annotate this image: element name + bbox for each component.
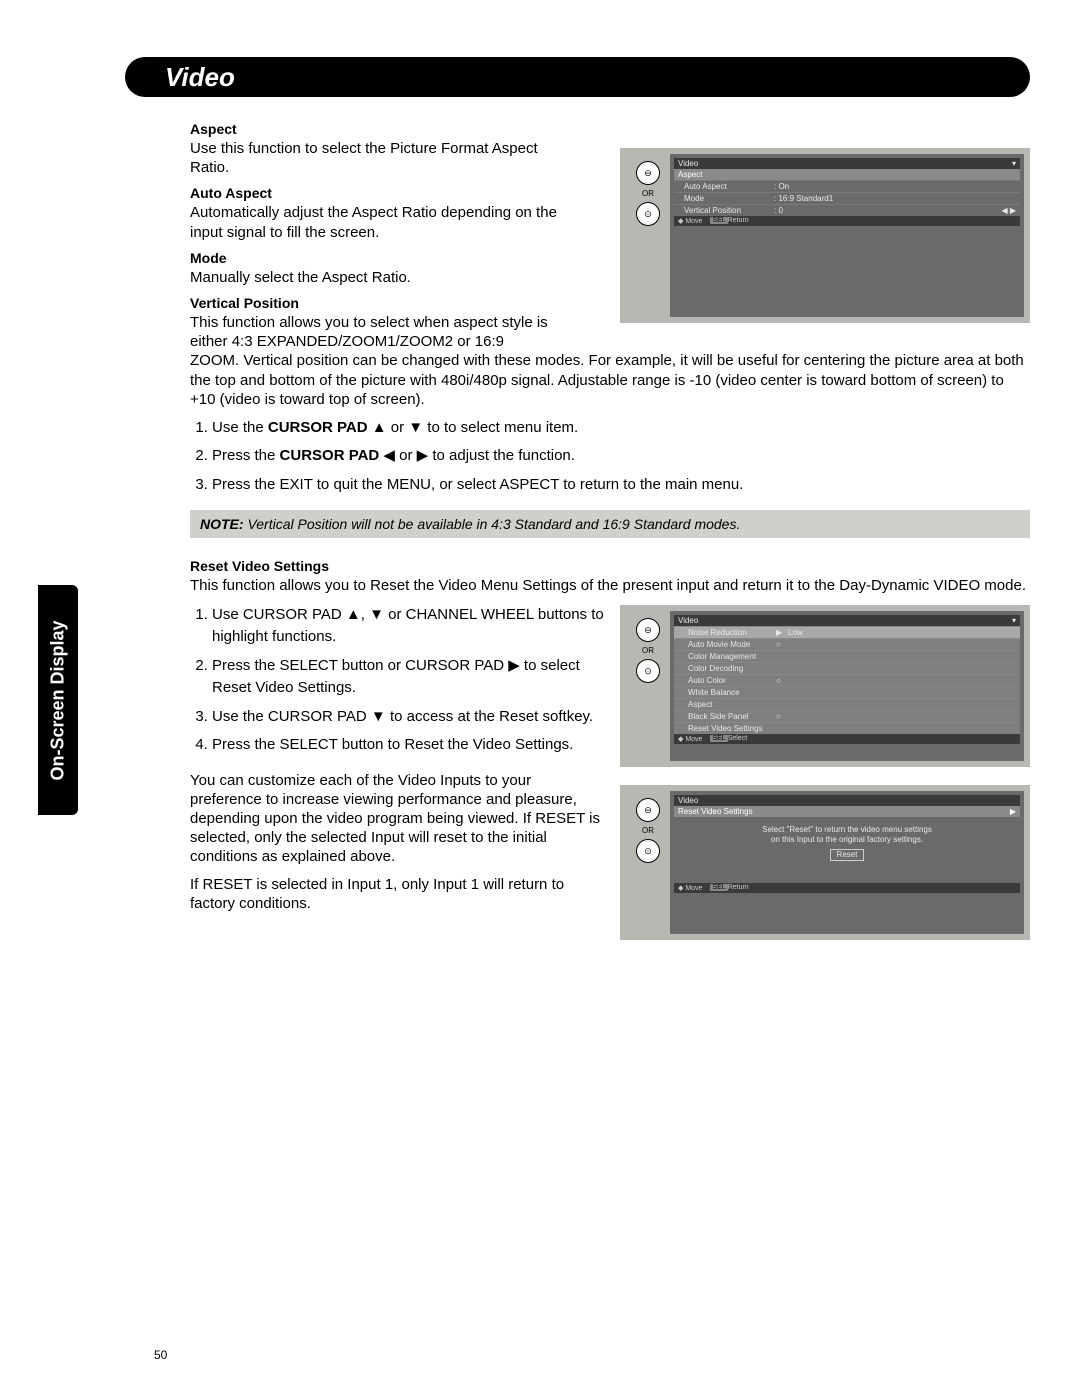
tv-menu: Video▾ Aspect Auto Aspect: On Mode: 16:9…	[670, 154, 1024, 317]
tv-menu: Video Reset Video Settings▶ Select "Rese…	[670, 791, 1024, 934]
menu-row: Reset Video Settings	[674, 722, 1020, 734]
body-reset-3: If RESET is selected in Input 1, only In…	[190, 875, 600, 913]
section-title: Video	[165, 62, 235, 93]
body-vp-1: This function allows you to select when …	[190, 313, 575, 351]
chapter-tab: On-Screen Display	[38, 585, 78, 815]
or-label: OR	[642, 646, 654, 655]
note-label: NOTE:	[200, 516, 244, 532]
note-bar: NOTE: Vertical Position will not be avai…	[190, 510, 1030, 538]
heading-aspect: Aspect	[190, 121, 1030, 137]
reset-step-1: Use CURSOR PAD ▲, ▼ or CHANNEL WHEEL but…	[212, 604, 607, 649]
body-reset-intro: This function allows you to Reset the Vi…	[190, 576, 1030, 595]
reset-step-4: Press the SELECT button to Reset the Vid…	[212, 734, 607, 757]
cursor-pad-icon: ⊙	[636, 202, 660, 226]
reset-softkey: Reset	[830, 849, 865, 861]
body-vp-2: ZOOM. Vertical position can be changed w…	[190, 351, 1030, 409]
manual-page: Video On-Screen Display Aspect Use this …	[0, 0, 1080, 1397]
steps-vertical-position: Use the CURSOR PAD ▲ or ▼ to to select m…	[212, 417, 1030, 497]
status-bar: ◆ Move SELReturn	[674, 883, 1020, 893]
reset-message: Select "Reset" to return the video menu …	[674, 817, 1020, 865]
or-label: OR	[642, 826, 654, 835]
osd-screenshot-reset: ⊖ OR ⊙ Video Reset Video Settings▶ Selec…	[620, 785, 1030, 940]
status-bar: ◆ Move SELSelect	[674, 734, 1020, 744]
chapter-tab-label: On-Screen Display	[48, 620, 69, 780]
wheel-icon: ⊖	[636, 618, 660, 642]
menu-row: Color Decoding	[674, 662, 1020, 674]
menu-title-row: Video▾	[674, 158, 1020, 169]
content-area: Aspect Use this function to select the P…	[190, 115, 1030, 921]
cursor-pad-icon: ⊙	[636, 659, 660, 683]
menu-row: Vertical Position: 0◀ ▶	[674, 204, 1020, 216]
body-auto-aspect: Automatically adjust the Aspect Ratio de…	[190, 203, 575, 241]
menu-title-row: Video▾	[674, 615, 1020, 626]
menu-row: Black Side Panel○	[674, 710, 1020, 722]
menu-title: Video	[678, 159, 698, 168]
tv-menu: Video▾ Noise Reduction▶Low Auto Movie Mo…	[670, 611, 1024, 761]
heading-reset: Reset Video Settings	[190, 558, 1030, 574]
or-label: OR	[642, 189, 654, 198]
remote-icons: ⊖ OR ⊙	[626, 791, 670, 934]
menu-row: Aspect	[674, 698, 1020, 710]
osd-screenshot-video-menu: ⊖ OR ⊙ Video▾ Noise Reduction▶Low Auto M…	[620, 605, 1030, 767]
section-header: Video	[125, 57, 1030, 97]
menu-row: Noise Reduction▶Low	[674, 626, 1020, 638]
reset-step-2: Press the SELECT button or CURSOR PAD ▶ …	[212, 655, 607, 700]
submenu-title: Aspect	[674, 169, 1020, 180]
menu-row: Auto Aspect: On	[674, 180, 1020, 192]
menu-row: Auto Color○	[674, 674, 1020, 686]
body-mode: Manually select the Aspect Ratio.	[190, 268, 575, 287]
menu-row: Color Management	[674, 650, 1020, 662]
step-2: Press the CURSOR PAD ◀ or ▶ to adjust th…	[212, 445, 1030, 468]
menu-row: White Balance	[674, 686, 1020, 698]
step-1: Use the CURSOR PAD ▲ or ▼ to to select m…	[212, 417, 1030, 440]
osd-screenshot-aspect: ⊖ OR ⊙ Video▾ Aspect Auto Aspect: On Mod…	[620, 148, 1030, 323]
menu-row: Mode: 16:9 Standard1	[674, 192, 1020, 204]
note-text: Vertical Position will not be available …	[244, 516, 741, 532]
status-bar: ◆ Move SELReturn	[674, 216, 1020, 226]
cursor-pad-icon: ⊙	[636, 839, 660, 863]
body-reset-2: You can customize each of the Video Inpu…	[190, 771, 600, 867]
remote-icons: ⊖ OR ⊙	[626, 611, 670, 761]
page-number: 50	[154, 1348, 167, 1362]
remote-icons: ⊖ OR ⊙	[626, 154, 670, 317]
step-3: Press the EXIT to quit the MENU, or sele…	[212, 474, 1030, 497]
menu-title-row: Video	[674, 795, 1020, 806]
wheel-icon: ⊖	[636, 161, 660, 185]
submenu-title: Reset Video Settings▶	[674, 806, 1020, 817]
body-aspect: Use this function to select the Picture …	[190, 139, 575, 177]
reset-step-3: Use the CURSOR PAD ▼ to access at the Re…	[212, 706, 607, 729]
menu-row: Auto Movie Mode○	[674, 638, 1020, 650]
wheel-icon: ⊖	[636, 798, 660, 822]
steps-reset: Use CURSOR PAD ▲, ▼ or CHANNEL WHEEL but…	[212, 604, 607, 757]
